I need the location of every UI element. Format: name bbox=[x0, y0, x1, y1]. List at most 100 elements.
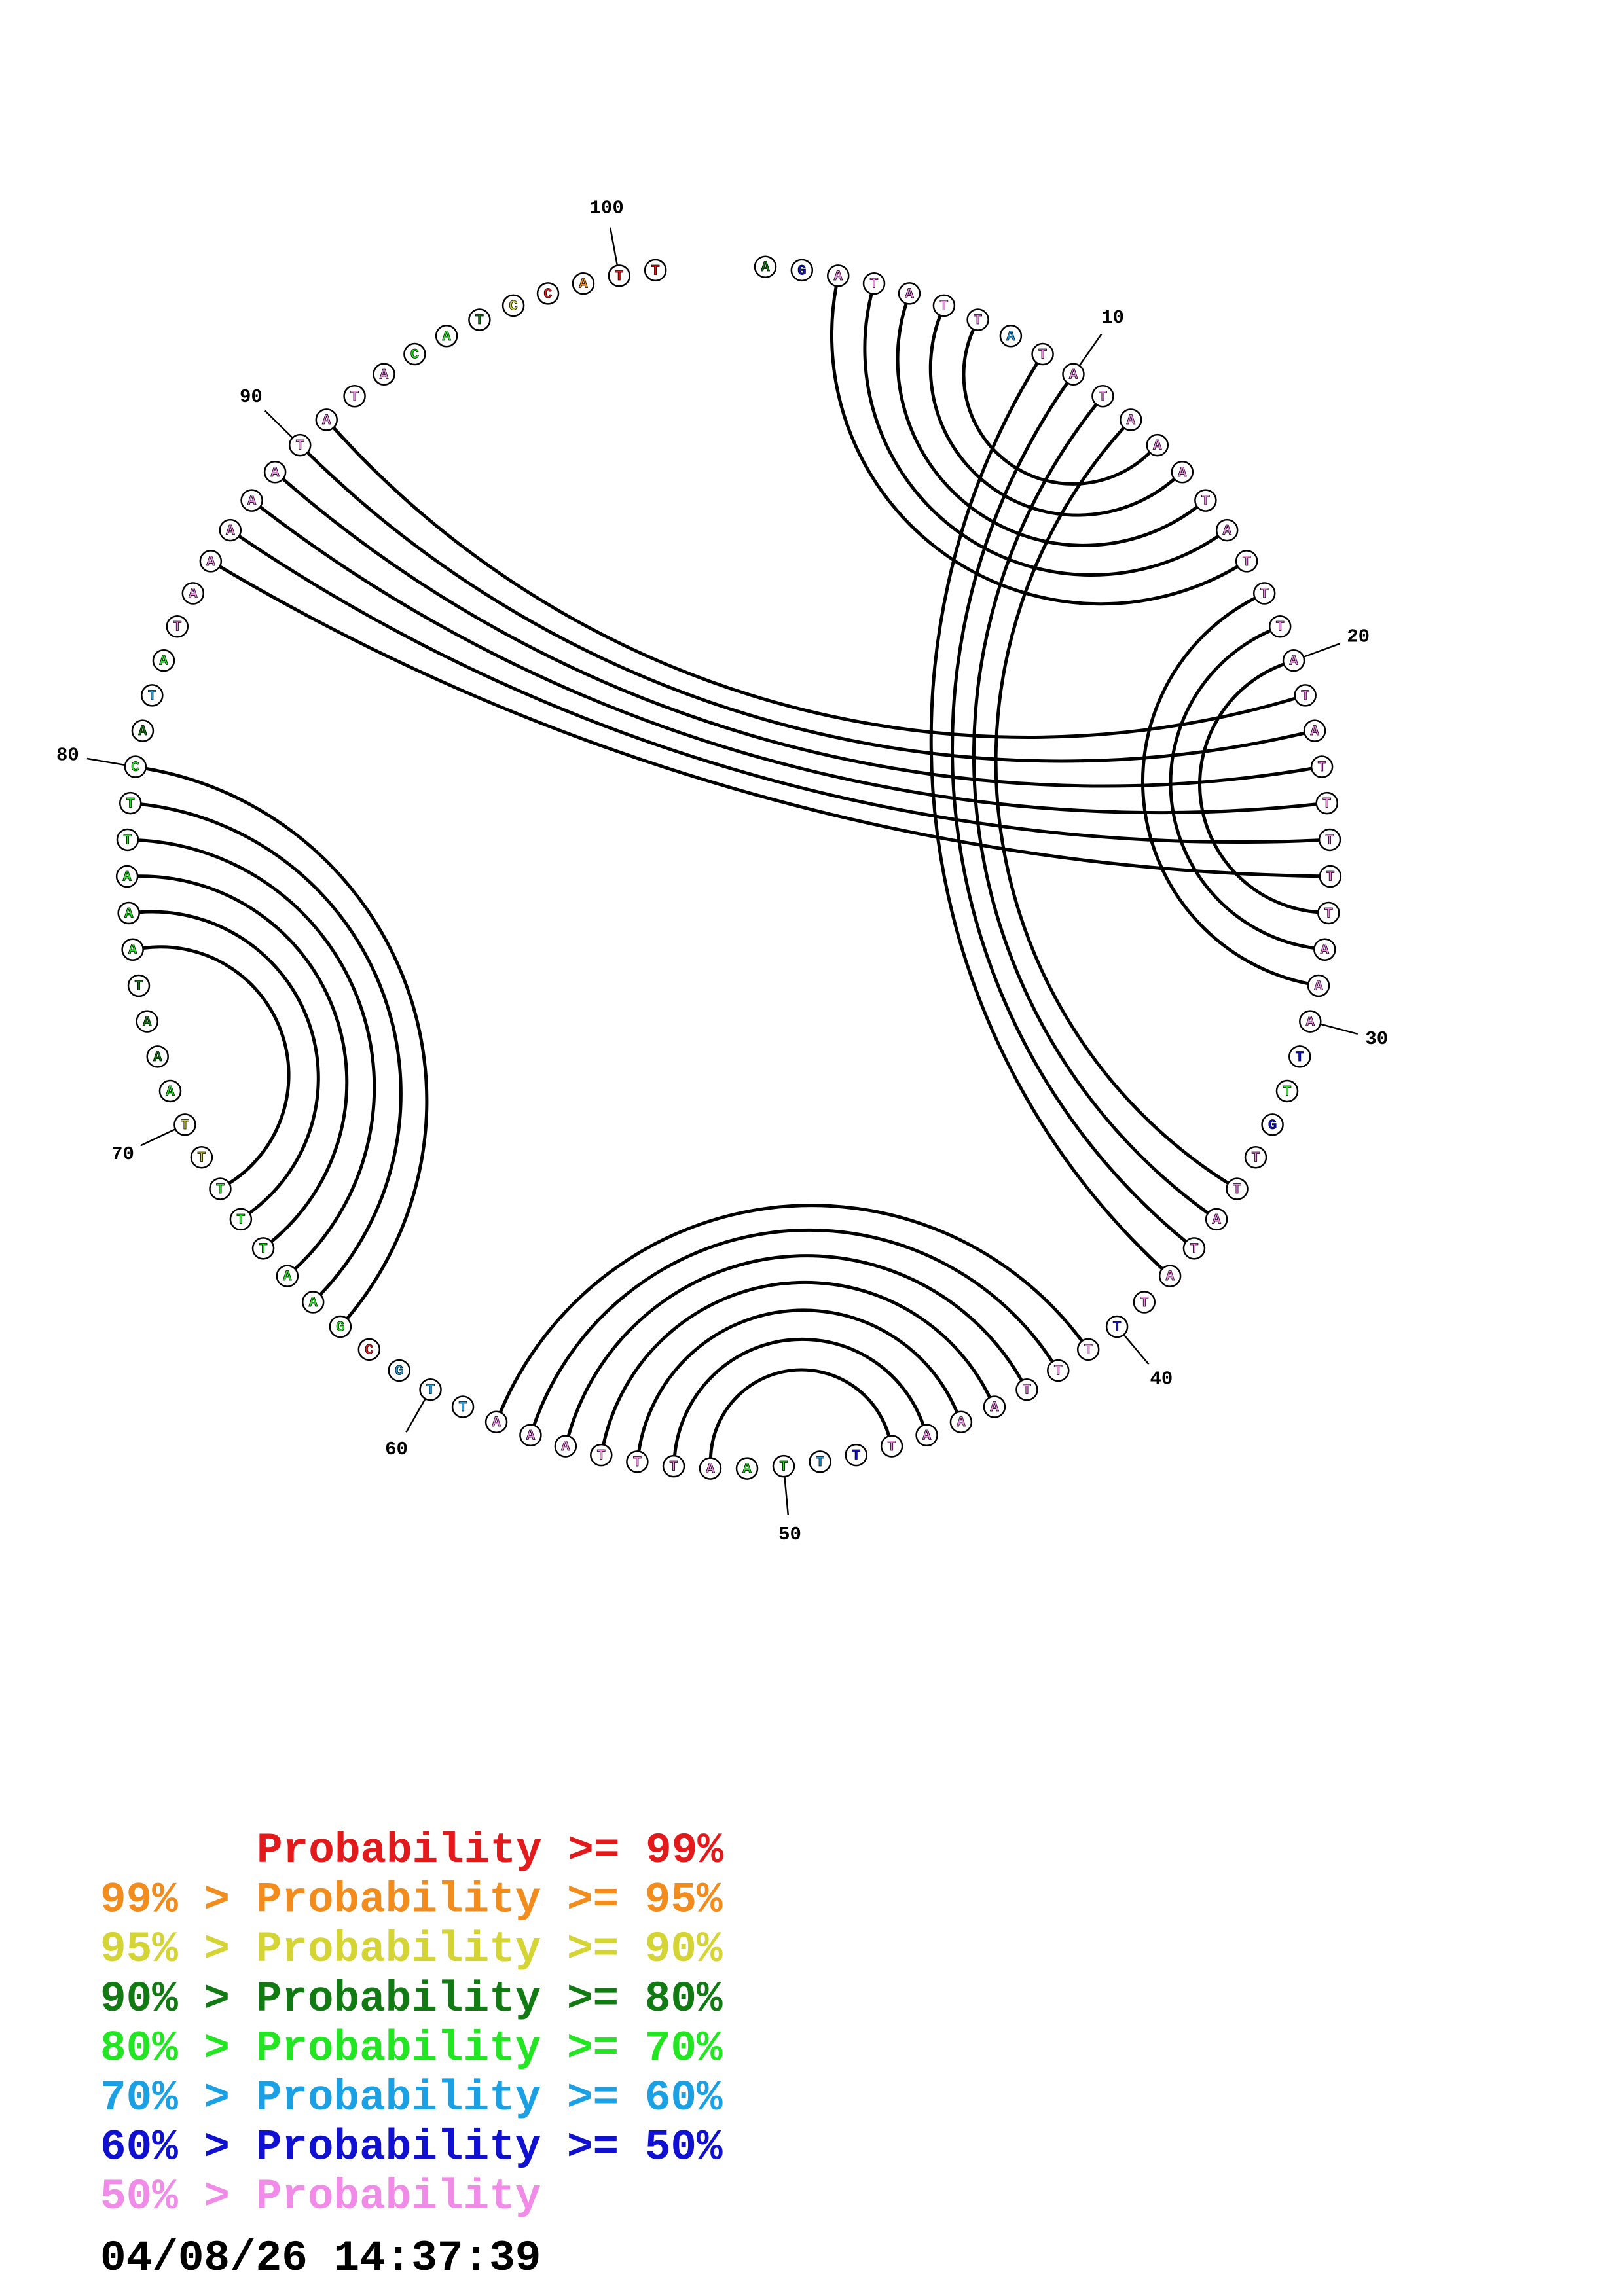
nucleotide: A bbox=[1062, 363, 1085, 386]
nucleotide: A bbox=[1299, 1010, 1322, 1033]
nucleotide: A bbox=[1146, 433, 1169, 457]
nucleotide: T bbox=[116, 828, 139, 852]
tick-line bbox=[405, 1399, 426, 1433]
nucleotide: T bbox=[1076, 1338, 1100, 1361]
nucleotide-circle bbox=[1031, 342, 1054, 366]
nucleotide-letter: T bbox=[869, 276, 878, 293]
nucleotide-circle bbox=[536, 282, 560, 305]
nucleotide-circle bbox=[644, 259, 667, 282]
nucleotide-circle bbox=[1244, 1145, 1267, 1169]
nucleotide: T bbox=[1268, 615, 1292, 638]
nucleotide-letter: C bbox=[131, 759, 139, 776]
nucleotide: A bbox=[699, 1457, 722, 1480]
nucleotide-circle bbox=[1282, 649, 1305, 672]
nucleotide-letter: T bbox=[1251, 1150, 1260, 1166]
nucleotide-circle bbox=[949, 1410, 973, 1433]
nucleotide-letter: A bbox=[309, 1295, 318, 1311]
pair-arc bbox=[708, 1368, 891, 1458]
nucleotide: T bbox=[1182, 1237, 1206, 1260]
nucleotide: T bbox=[1294, 684, 1317, 707]
nucleotide-letter: T bbox=[1326, 869, 1334, 886]
nucleotide: C bbox=[403, 342, 426, 366]
nucleotide-circle bbox=[1294, 684, 1317, 707]
nucleotide: A bbox=[115, 865, 139, 888]
nucleotide-circle bbox=[131, 719, 155, 742]
tick-label: 100 bbox=[590, 198, 624, 219]
nucleotide-letter: T bbox=[126, 796, 135, 812]
nucleotide: G bbox=[790, 259, 814, 282]
nucleotide-circle bbox=[343, 385, 366, 408]
nucleotide: T bbox=[229, 1208, 253, 1231]
pair-arc bbox=[143, 945, 291, 1185]
pair-arc bbox=[602, 1280, 992, 1446]
nucleotide-letter: C bbox=[543, 286, 552, 302]
nucleotide-circle bbox=[1226, 1177, 1249, 1200]
nucleotide: T bbox=[1310, 755, 1334, 778]
nucleotide-letter: T bbox=[296, 438, 304, 454]
nucleotide-letter: T bbox=[1322, 796, 1331, 812]
nucleotide-circle bbox=[983, 1395, 1006, 1418]
nucleotide: A bbox=[199, 550, 223, 573]
nucleotide: T bbox=[173, 1113, 196, 1136]
timestamp: 04/08/26 14:37:39 bbox=[100, 2234, 541, 2283]
nucleotide-letter: A bbox=[189, 586, 198, 602]
nucleotide: A bbox=[181, 582, 205, 605]
nucleotide: A bbox=[826, 264, 850, 287]
nucleotide-circle bbox=[1303, 719, 1326, 742]
nucleotide: A bbox=[136, 1010, 158, 1033]
nucleotide: A bbox=[276, 1265, 299, 1287]
legend-entry: 60% > Probability >= 50% bbox=[100, 2123, 723, 2172]
nucleotide: T bbox=[1315, 791, 1339, 815]
nucleotide-circle bbox=[699, 1457, 722, 1480]
nucleotide-letter: A bbox=[1223, 523, 1232, 539]
nucleotide-circle bbox=[173, 1113, 196, 1136]
nucleotide-letter: A bbox=[492, 1414, 501, 1431]
nucleotide-letter: A bbox=[443, 329, 452, 345]
nucleotide-letter: T bbox=[1325, 832, 1334, 848]
nucleotide-letter: A bbox=[526, 1427, 536, 1444]
legend-entry: 99% > Probability >= 95% bbox=[100, 1876, 723, 1925]
nucleotide: A bbox=[146, 1045, 169, 1068]
nucleotide-letter: T bbox=[1099, 389, 1107, 405]
nucleotide-letter: A bbox=[922, 1427, 932, 1444]
nucleotide-letter: T bbox=[1296, 1049, 1304, 1066]
tick-label: 70 bbox=[111, 1143, 134, 1165]
nucleotide-circle bbox=[1146, 433, 1169, 457]
nucleotide-letter: C bbox=[365, 1342, 373, 1358]
nucleotide-circle bbox=[251, 1237, 275, 1260]
pair-arc bbox=[637, 1308, 959, 1452]
nucleotide: G bbox=[1261, 1113, 1284, 1136]
nucleotide: T bbox=[626, 1450, 649, 1473]
nucleotide-circle bbox=[1261, 1113, 1284, 1136]
nucleotide-circle bbox=[845, 1443, 867, 1467]
nucleotide-letter: A bbox=[1069, 367, 1078, 383]
nucleotide-letter: T bbox=[259, 1241, 267, 1257]
nucleotide-letter: T bbox=[888, 1439, 896, 1455]
nucleotide: T bbox=[1318, 828, 1341, 852]
nucleotide-circle bbox=[590, 1443, 613, 1467]
nucleotide-letter: G bbox=[395, 1363, 403, 1379]
tick-line bbox=[784, 1477, 790, 1515]
nucleotide: T bbox=[1031, 342, 1054, 366]
pair-arc bbox=[238, 534, 1320, 844]
nucleotide-letter: T bbox=[1317, 759, 1326, 776]
nucleotide-circle bbox=[190, 1145, 213, 1169]
nucleotide-letter: A bbox=[283, 1268, 292, 1285]
nucleotide: C bbox=[536, 282, 560, 305]
nucleotide-letter: T bbox=[216, 1181, 225, 1198]
pair-arc bbox=[951, 382, 1188, 1244]
nucleotide-letter: A bbox=[1127, 412, 1136, 429]
nucleotide-letter: G bbox=[797, 262, 806, 279]
nucleotide-letter: C bbox=[410, 347, 419, 363]
nucleotide-letter: A bbox=[579, 276, 588, 293]
nucleotide: T bbox=[209, 1177, 232, 1200]
nucleotide: A bbox=[1171, 461, 1194, 484]
legend-entry: 50% > Probability bbox=[100, 2172, 541, 2221]
legend-entry: 70% > Probability >= 60% bbox=[100, 2073, 723, 2123]
nucleotide-letter: A bbox=[990, 1399, 999, 1416]
nucleotide-letter: A bbox=[1213, 1211, 1222, 1228]
nucleotide-circle bbox=[1171, 461, 1194, 484]
pair-arc bbox=[139, 910, 320, 1215]
nucleotide-circle bbox=[136, 1010, 158, 1033]
